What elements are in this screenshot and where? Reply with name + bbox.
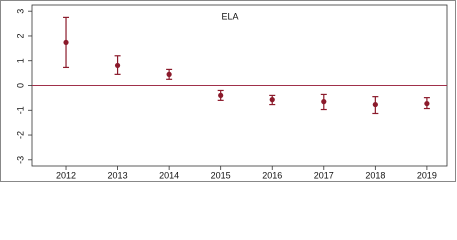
y-tick-label: 2 — [15, 33, 25, 38]
y-tick-label: -3 — [15, 156, 25, 164]
x-tick-label: 2013 — [108, 170, 128, 180]
page: {"chart_data": {"type": "errorbar", "tit… — [0, 0, 457, 183]
chart-title: ELA — [221, 11, 238, 21]
y-tick-label: 0 — [15, 83, 25, 88]
point — [63, 39, 69, 46]
y-tick-label: -2 — [15, 131, 25, 139]
point — [166, 71, 172, 77]
x-tick-label: 2012 — [56, 170, 76, 180]
x-tick-label: 2015 — [211, 170, 231, 180]
point — [424, 100, 430, 107]
chart: ELA -3 -2 -1 0 1 2 3 2012 2013 2014 2015 2016 2017 20… — [0, 0, 456, 182]
point — [269, 97, 275, 103]
x-tick-label: 2016 — [262, 170, 282, 180]
x-tick-label: 2017 — [314, 170, 334, 180]
point — [218, 92, 224, 99]
point — [321, 99, 327, 105]
y-tick-label: -1 — [15, 106, 25, 114]
point — [114, 62, 121, 69]
x-tick-label: 2019 — [417, 170, 437, 180]
x-tick-label: 2014 — [159, 170, 179, 180]
y-tick-label: 1 — [15, 58, 25, 63]
x-tick-label: 2018 — [365, 170, 385, 180]
y-tick-label: 3 — [15, 9, 25, 14]
point — [372, 101, 378, 108]
